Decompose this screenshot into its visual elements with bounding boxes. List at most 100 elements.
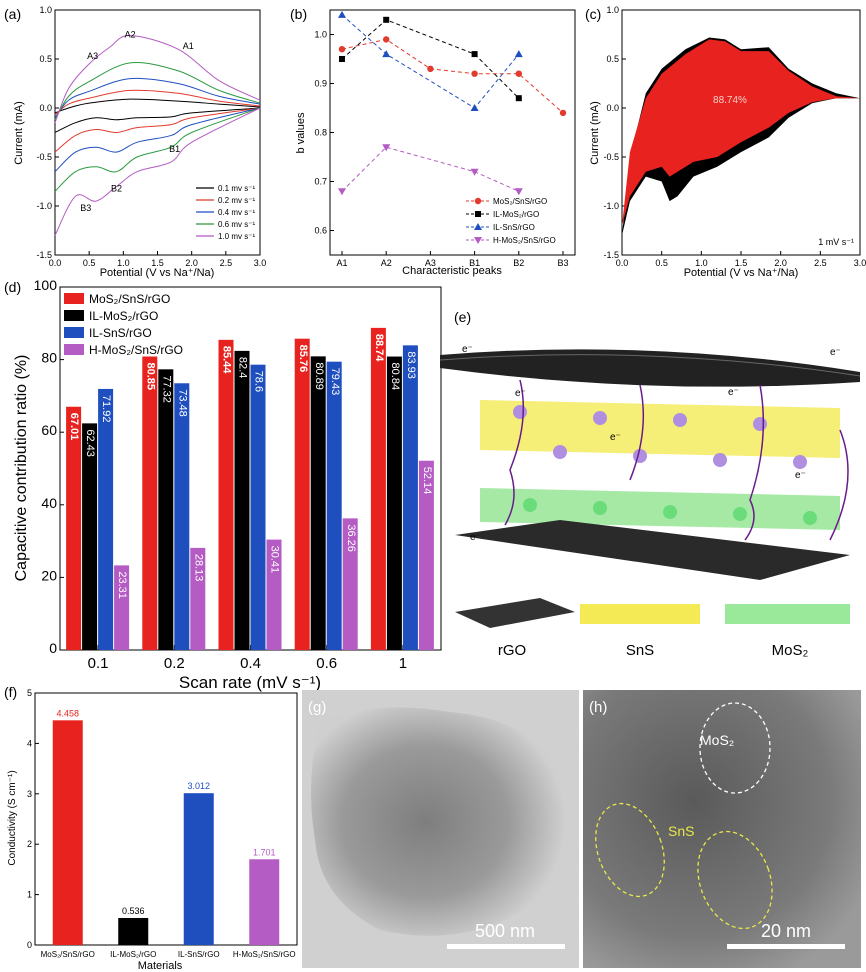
legend-sns-swatch — [580, 604, 700, 624]
bar — [326, 361, 342, 650]
xtick-label: 0.1 — [88, 655, 109, 672]
bar-value-label: 78.6 — [253, 371, 265, 392]
ytick-label: -1.5 — [36, 250, 52, 260]
cv-cathodic-4 — [54, 107, 261, 236]
bar — [266, 539, 282, 650]
schematic-legend: rGO SnS MoS₂ — [455, 598, 850, 659]
cv-cathodic-0 — [54, 107, 261, 133]
bar-value-label: 52.14 — [421, 467, 433, 495]
data-point — [383, 16, 390, 23]
data-point — [470, 168, 479, 176]
data-point — [383, 36, 390, 43]
ytick-label: 100 — [34, 277, 58, 293]
legend-marker — [474, 197, 482, 205]
legend-label: MoS₂/SnS/rGO — [89, 292, 170, 306]
panel-a-xticks: 0.0 0.5 1.0 1.5 2.0 2.5 3.0 — [49, 251, 266, 268]
panel-a-annotations: A1 A2 A3 B1 B2 B3 — [80, 29, 194, 212]
xtick-label: 1.5 — [735, 258, 748, 268]
bar-value-label: 71.92 — [100, 395, 112, 423]
legend-label: MoS₂/SnS/rGO — [493, 197, 547, 206]
electron-paths — [504, 379, 849, 541]
bar — [342, 518, 358, 650]
bar — [174, 383, 190, 650]
sns-slab — [480, 400, 840, 458]
bar — [190, 547, 206, 650]
legend-swatch — [64, 310, 84, 321]
top-rgo-sheet — [439, 349, 861, 387]
data-point — [338, 10, 346, 18]
ytick-label: 3 — [27, 789, 32, 799]
panel-c-percent: 88.74% — [713, 95, 747, 106]
bar-value-label: 82.4 — [237, 357, 249, 378]
bar — [158, 369, 174, 650]
ytick-label: 1.0 — [606, 5, 619, 15]
cv-cathodic-3 — [54, 107, 261, 192]
scale-bar-g — [447, 944, 565, 949]
mos2-layer — [480, 488, 840, 530]
xtick-label: 0.2 — [164, 655, 185, 672]
bar — [98, 388, 114, 650]
ytick-label: 1.0 — [314, 30, 327, 40]
ytick-label: -1.0 — [36, 201, 52, 211]
sns-atom — [753, 417, 767, 431]
ytick-label: -0.5 — [603, 152, 619, 162]
bar-value-label: 88.74 — [373, 334, 385, 362]
xtick-label: IL-MoS₂/rGO — [110, 950, 156, 959]
panel-c-ylabel: Current (mA) — [589, 101, 601, 165]
mos2-atom — [593, 501, 607, 515]
panel-b-label: (b) — [290, 6, 307, 22]
xtick-label: H-MoS₂/SnS/rGO — [233, 950, 296, 959]
ytick-label: -1.0 — [603, 201, 619, 211]
ytick-label: 0 — [49, 640, 57, 656]
xtick-label: 1.5 — [151, 258, 164, 268]
legend-sns-label: SnS — [626, 642, 654, 659]
panel-d: (d) 0 20 40 60 80 100 0.1 0.2 0.4 0.6 1 67.01 62.4… — [4, 277, 442, 692]
panel-e-label: (e) — [454, 309, 471, 325]
xtick-label: 2.0 — [774, 258, 787, 268]
xtick-label: A2 — [381, 258, 392, 268]
ytick-label: -0.5 — [36, 152, 52, 162]
mos2-atom — [663, 505, 677, 519]
series-line-0 — [341, 38, 564, 114]
mos2-atom — [523, 498, 537, 512]
electron-path — [504, 379, 525, 526]
panel-f-frame — [34, 692, 298, 946]
bar — [66, 406, 82, 650]
ytick-label: 0 — [27, 940, 32, 950]
ytick-label: 0.7 — [314, 177, 327, 187]
scale-bar-h — [727, 944, 845, 949]
bar-value-label: 4.458 — [56, 708, 79, 718]
ytick-label: 0.5 — [606, 54, 619, 64]
bar-value-label: 79.43 — [329, 368, 341, 396]
panel-b: (b) 0.6 0.7 0.8 0.9 1.0 A1 A2 A3 B1 B2 B3 MoS₂/Sn… — [290, 6, 576, 277]
ytick-label: 0.5 — [39, 54, 52, 64]
panel-a-series — [54, 34, 261, 236]
mos2-atom — [733, 507, 747, 521]
cv-anodic-1 — [54, 89, 261, 116]
electron-label: e⁻ — [728, 387, 739, 398]
sns-atom — [713, 453, 727, 467]
legend-label: 0.6 mv s⁻¹ — [218, 220, 255, 229]
electron-labels: e⁻ e⁻ e⁻ e⁻ e⁻ e⁻ e⁻ — [462, 344, 841, 543]
legend-swatch — [64, 344, 84, 355]
top-rgo-layer — [440, 349, 860, 387]
xtick-label: MoS₂/SnS/rGO — [41, 950, 95, 959]
panel-c-label: (c) — [585, 6, 601, 22]
legend-mos2-label: MoS₂ — [772, 642, 809, 659]
sns-atom — [633, 449, 647, 463]
panel-b-ylabel: b values — [295, 112, 307, 153]
sns-atom — [553, 445, 567, 459]
mos2-region — [699, 702, 771, 794]
legend-label: H-MoS₂/SnS/rGO — [89, 343, 183, 357]
ytick-label: 1.0 — [39, 5, 52, 15]
panel-b-xlabel: Characteristic peaks — [402, 265, 502, 277]
bar — [118, 917, 149, 945]
electron-label: e⁻ — [610, 432, 621, 443]
sns-atom — [593, 411, 607, 425]
panel-f-label: (f) — [4, 684, 17, 700]
data-point — [427, 65, 434, 73]
panel-c-xticks: 0.0 0.5 1.0 1.5 2.0 2.5 3.0 — [616, 251, 866, 268]
data-point — [339, 56, 345, 62]
bar-value-label: 83.93 — [405, 351, 417, 379]
xtick-label: 0.4 — [240, 655, 261, 672]
